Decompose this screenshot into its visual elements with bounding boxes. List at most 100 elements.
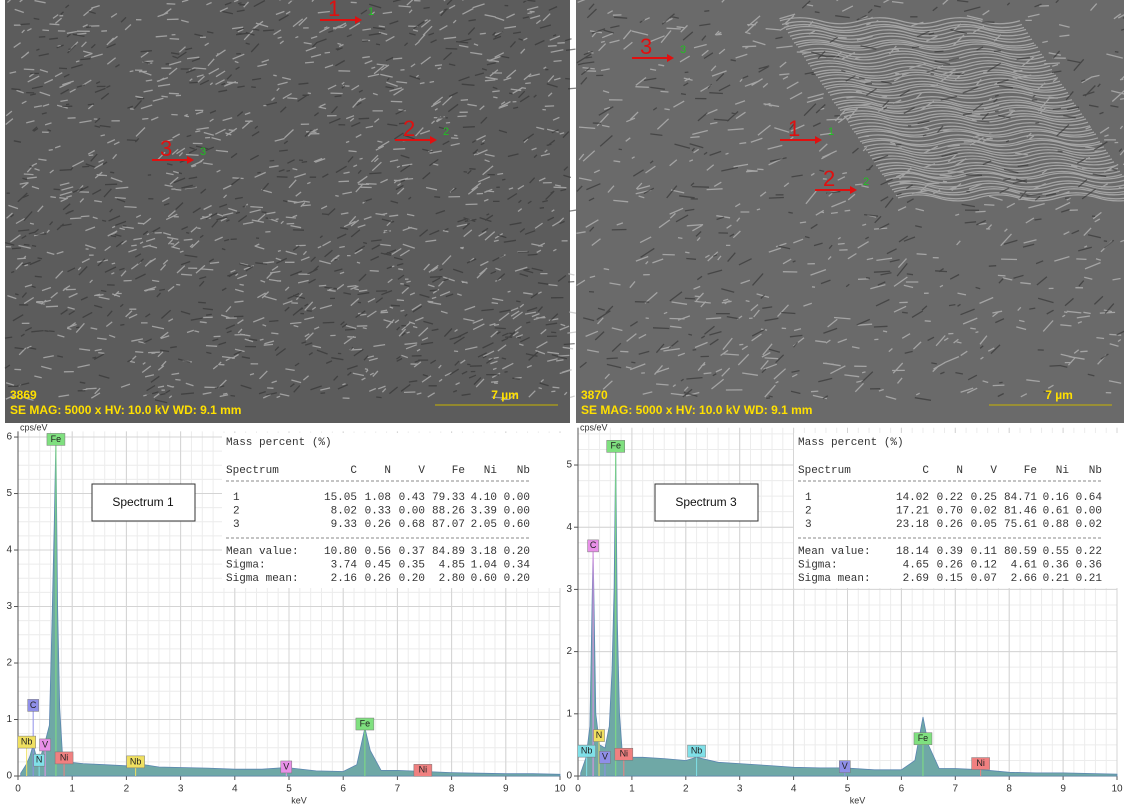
- table-cell: 87.07: [432, 519, 465, 531]
- table-cell: Sigma:: [226, 559, 266, 571]
- table-title: Mass percent (%): [798, 437, 904, 449]
- table-cell: 3.74: [331, 559, 358, 571]
- image-info: SE MAG: 5000 x HV: 10.0 kV WD: 9.1 mm: [581, 403, 812, 417]
- table-cell: 0.26: [937, 559, 963, 571]
- x-tick-label: 6: [340, 784, 346, 795]
- table-cell: 0.36: [1043, 559, 1069, 571]
- table-cell: 0.15: [937, 573, 963, 585]
- scale-label: 7 µm: [1045, 388, 1073, 402]
- y-tick-label: 5: [6, 488, 12, 499]
- table-cell: 4.85: [439, 559, 465, 571]
- table-cell: 0.20: [504, 546, 530, 558]
- peak-label: Ni: [60, 752, 69, 762]
- table-cell: 0.11: [971, 546, 998, 558]
- x-tick-label: 3: [178, 784, 184, 795]
- table-cell: 0.33: [365, 505, 391, 517]
- y-tick-label: 0: [6, 771, 12, 782]
- table-cell: 79.33: [432, 492, 465, 504]
- table-cell: 0.64: [1076, 492, 1103, 504]
- marker-number: 2: [823, 166, 835, 191]
- table-header: Nb: [517, 465, 530, 477]
- table-cell: Mean value:: [226, 546, 299, 558]
- table-cell: 0.26: [937, 519, 963, 531]
- table-cell: 17.21: [896, 505, 929, 517]
- y-tick-label: 1: [6, 714, 12, 725]
- x-tick-label: 0: [15, 784, 21, 795]
- table-header: Fe: [452, 465, 465, 477]
- table-cell: 2: [233, 505, 240, 517]
- table-cell: 0.60: [504, 519, 530, 531]
- table-cell: 75.61: [1004, 519, 1037, 531]
- marker-number: 3: [160, 136, 172, 161]
- peak-label: Nb: [581, 745, 593, 755]
- table-cell: 0.12: [971, 559, 997, 571]
- table-cell: 0.22: [937, 492, 963, 504]
- peak-label: V: [842, 761, 848, 771]
- table-header: C: [922, 465, 929, 477]
- table-header: V: [418, 465, 425, 477]
- table-cell: 0.00: [504, 492, 530, 504]
- marker-number: 1: [788, 116, 800, 141]
- peak-label: Nb: [691, 745, 703, 755]
- x-tick-label: 9: [1060, 784, 1066, 795]
- marker-tag: 2: [443, 126, 449, 138]
- table-cell: 0.36: [1076, 559, 1102, 571]
- table-cell: 1: [805, 492, 812, 504]
- table-cell: Sigma mean:: [226, 573, 299, 585]
- table-cell: 0.45: [365, 559, 391, 571]
- table-cell: 84.89: [432, 546, 465, 558]
- marker-tag: 1: [828, 126, 834, 138]
- table-cell: 2: [805, 505, 812, 517]
- table-cell: 0.35: [399, 559, 425, 571]
- table-cell: 10.80: [324, 546, 357, 558]
- x-tick-label: 7: [953, 784, 959, 795]
- table-cell: 0.02: [971, 505, 997, 517]
- table-header: V: [990, 465, 997, 477]
- peak-label: Ni: [419, 765, 428, 775]
- image-info: SE MAG: 5000 x HV: 10.0 kV WD: 9.1 mm: [10, 403, 241, 417]
- x-tick-label: 4: [232, 784, 238, 795]
- table-cell: 15.05: [324, 492, 357, 504]
- table-cell: 0.05: [971, 519, 997, 531]
- table-cell: 80.59: [1004, 546, 1037, 558]
- table-cell: 14.02: [896, 492, 929, 504]
- table-cell: 0.02: [1076, 519, 1102, 531]
- table-cell: 0.70: [937, 505, 963, 517]
- table-header: Ni: [1056, 465, 1070, 477]
- table-cell: 3.39: [471, 505, 497, 517]
- y-tick-label: 4: [6, 545, 12, 556]
- x-tick-label: 6: [899, 784, 905, 795]
- x-tick-label: 5: [286, 784, 292, 795]
- peak-label: N: [36, 755, 43, 765]
- table-cell: 0.00: [399, 505, 425, 517]
- table-header: Ni: [484, 465, 498, 477]
- x-tick-label: 2: [124, 784, 130, 795]
- x-tick-label: 10: [554, 784, 566, 795]
- table-cell: 0.60: [471, 573, 497, 585]
- table-cell: 0.16: [1043, 492, 1069, 504]
- table-cell: 3: [805, 519, 812, 531]
- table-cell: 4.10: [471, 492, 497, 504]
- image-id: 3870: [581, 388, 608, 402]
- table-cell: Sigma:: [798, 559, 838, 571]
- table-cell: 4.61: [1011, 559, 1038, 571]
- peak-label: Fe: [918, 733, 929, 743]
- peak-label: Fe: [360, 718, 371, 728]
- peak-label: Nb: [130, 756, 142, 766]
- peak-label: Fe: [51, 434, 62, 444]
- table-cell: 0.07: [971, 573, 997, 585]
- table-header: Spectrum: [798, 465, 851, 477]
- table-cell: 0.20: [504, 573, 530, 585]
- table-cell: 81.46: [1004, 505, 1037, 517]
- x-tick-label: 8: [449, 784, 455, 795]
- marker-tag: 3: [200, 146, 206, 158]
- table-title: Mass percent (%): [226, 437, 332, 449]
- image-id: 3869: [10, 388, 37, 402]
- table-cell: 0.34: [504, 559, 531, 571]
- table-cell: 3.18: [471, 546, 497, 558]
- table-cell: 0.00: [1076, 505, 1102, 517]
- peak-label: V: [283, 761, 289, 771]
- table-cell: 0.21: [1076, 573, 1103, 585]
- table-cell: 0.55: [1043, 546, 1069, 558]
- spectrum-box-label: Spectrum 3: [675, 495, 737, 509]
